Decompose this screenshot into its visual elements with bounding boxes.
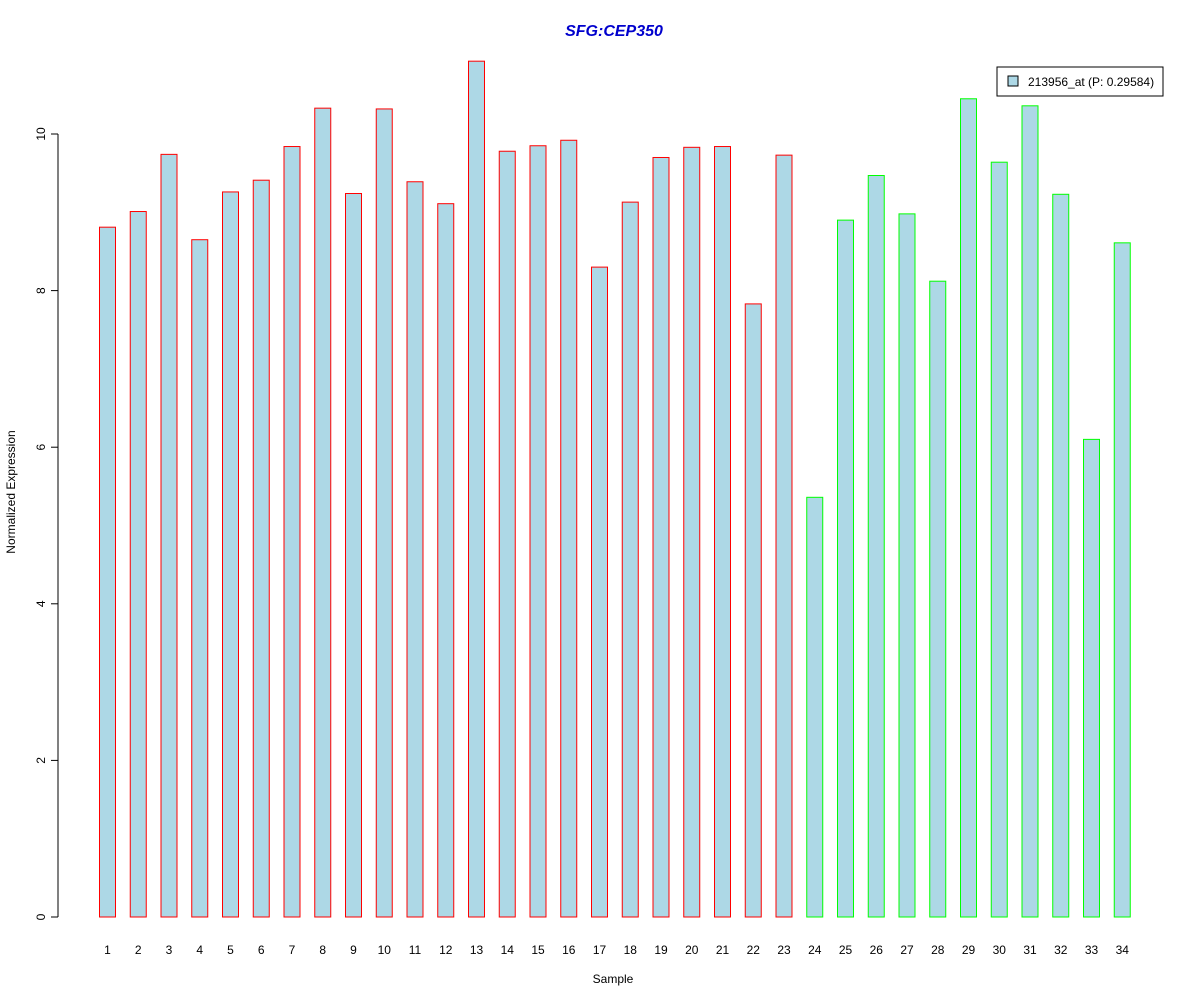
bar-sample-22 [744, 303, 762, 918]
y-tick-label: 0 [34, 913, 48, 920]
bar-sample-20 [683, 146, 701, 918]
x-tick-label: 28 [931, 943, 945, 957]
x-tick-label: 3 [166, 943, 173, 957]
x-axis-ticks: 1 2 3 4 5 6 7 8 9 10 11 12 13 14 15 16 17 18 19 20 21 22 23 24 2… [104, 943, 1129, 957]
x-tick-label: 6 [258, 943, 265, 957]
bar-sample-25 [837, 219, 854, 918]
legend: 213956_at (P: 0.29584) [996, 66, 1164, 97]
bar-sample-32 [1052, 193, 1070, 918]
legend-label: 213956_at (P: 0.29584) [1028, 75, 1154, 89]
x-tick-label: 25 [839, 943, 853, 957]
x-tick-label: 14 [501, 943, 515, 957]
x-tick-label: 8 [319, 943, 326, 957]
bar-sample-3 [160, 153, 178, 918]
x-tick-label: 26 [870, 943, 884, 957]
x-tick-label: 16 [562, 943, 576, 957]
bar-sample-28 [929, 280, 947, 918]
bar-sample-29 [960, 98, 977, 918]
bar-sample-34 [1113, 242, 1131, 918]
bar-sample-26 [867, 175, 885, 918]
bar-sample-31 [1021, 105, 1039, 918]
x-tick-label: 23 [777, 943, 791, 957]
bar-sample-24 [806, 496, 824, 918]
bar-sample-2 [129, 211, 147, 918]
x-tick-label: 2 [135, 943, 142, 957]
x-tick-label: 20 [685, 943, 699, 957]
y-tick-label: 8 [34, 287, 48, 294]
x-tick-label: 1 [104, 943, 111, 957]
bar-sample-5 [222, 191, 239, 918]
x-tick-label: 19 [654, 943, 668, 957]
y-axis: 0 2 4 6 8 10 [34, 127, 59, 920]
bar-sample-7 [283, 146, 301, 918]
x-tick-label: 10 [378, 943, 392, 957]
bar-sample-9 [345, 193, 362, 918]
x-tick-label: 4 [196, 943, 203, 957]
x-tick-label: 31 [1023, 943, 1037, 957]
bar-sample-21 [714, 146, 731, 918]
bar-sample-4 [191, 239, 209, 918]
x-tick-label: 5 [227, 943, 234, 957]
x-tick-label: 22 [747, 943, 761, 957]
x-axis-label: Sample [593, 972, 634, 986]
bar-sample-8 [314, 107, 332, 918]
bar-sample-16 [560, 139, 578, 918]
bar-sample-12 [437, 203, 455, 918]
bar-sample-13 [468, 60, 485, 918]
legend-box [996, 66, 1164, 97]
x-tick-label: 24 [808, 943, 822, 957]
legend-swatch [1007, 75, 1019, 87]
y-axis-label: Normalized Expression [4, 430, 18, 553]
x-tick-label: 33 [1085, 943, 1099, 957]
x-tick-label: 32 [1054, 943, 1068, 957]
y-tick-label: 10 [34, 127, 48, 141]
x-tick-label: 11 [409, 943, 422, 957]
y-tick-label: 2 [34, 757, 48, 764]
y-tick-label: 4 [34, 600, 48, 607]
x-tick-label: 27 [900, 943, 914, 957]
x-tick-label: 7 [289, 943, 296, 957]
bar-sample-6 [252, 179, 270, 918]
bar-sample-17 [591, 266, 608, 918]
x-tick-label: 9 [350, 943, 357, 957]
x-tick-label: 30 [993, 943, 1007, 957]
x-tick-label: 13 [470, 943, 484, 957]
x-tick-label: 29 [962, 943, 976, 957]
bar-sample-18 [621, 201, 639, 918]
bar-sample-23 [775, 154, 793, 918]
x-tick-label: 17 [593, 943, 607, 957]
x-tick-label: 12 [439, 943, 453, 957]
bar-sample-15 [529, 145, 547, 918]
bar-sample-11 [406, 181, 424, 918]
bar-sample-10 [375, 108, 393, 918]
chart-title: SFG:CEP350 [565, 23, 663, 40]
y-tick-label: 6 [34, 444, 48, 451]
bar-sample-1 [99, 226, 116, 918]
x-tick-label: 34 [1116, 943, 1130, 957]
x-tick-label: 15 [531, 943, 545, 957]
x-tick-label: 18 [624, 943, 638, 957]
bar-sample-14 [498, 150, 516, 918]
bar-sample-27 [898, 213, 916, 918]
x-tick-label: 21 [716, 943, 730, 957]
bar-sample-33 [1083, 438, 1100, 918]
bar-sample-30 [990, 161, 1008, 918]
bars [99, 60, 1131, 918]
bar-sample-19 [652, 156, 670, 918]
